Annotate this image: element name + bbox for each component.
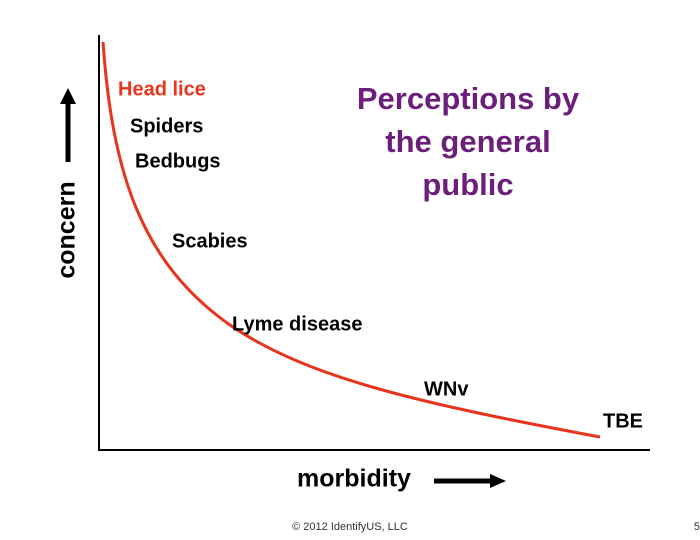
curve-label: Spiders <box>130 115 203 137</box>
curve-label: WNv <box>424 378 469 400</box>
title-line: the general <box>385 124 550 159</box>
curve-label: Head lice <box>118 78 206 100</box>
curve-label: Lyme disease <box>232 313 362 335</box>
copyright: © 2012 IdentifyUS, LLC <box>292 521 408 533</box>
y-arrow-head <box>60 88 76 104</box>
title-line: Perceptions by <box>357 81 580 116</box>
curve-label: TBE <box>603 410 643 432</box>
title-line: public <box>422 167 513 202</box>
curve-label: Bedbugs <box>135 150 221 172</box>
curve-label: Scabies <box>172 230 248 252</box>
perception-curve <box>101 41 601 439</box>
y-axis-label: concern <box>53 181 81 278</box>
x-axis-label: morbidity <box>297 465 411 493</box>
x-arrow-head <box>490 474 506 488</box>
page-number: 5 <box>694 521 700 533</box>
